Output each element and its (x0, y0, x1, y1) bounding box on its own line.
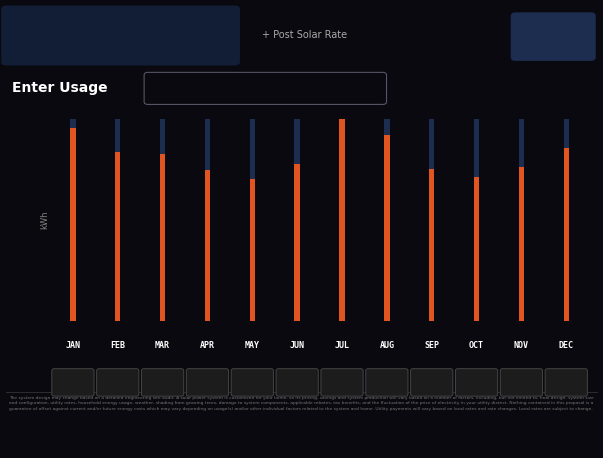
Text: Up to 12 months of energy (kWh): Up to 12 months of energy (kWh) (193, 84, 333, 93)
Text: 422: 422 (289, 378, 305, 387)
Text: 517: 517 (65, 378, 80, 387)
Text: APR: APR (200, 341, 215, 350)
Bar (339, 119, 345, 321)
Bar (429, 169, 434, 321)
Text: SEP: SEP (425, 341, 439, 350)
Text: 498: 498 (379, 378, 394, 387)
Text: kWh: kWh (40, 211, 49, 229)
Text: 380: 380 (245, 378, 260, 387)
Text: 542: 542 (333, 377, 351, 387)
Text: JUL: JUL (335, 341, 350, 350)
Bar (294, 119, 300, 321)
Text: 449: 449 (155, 378, 170, 387)
Text: 464: 464 (559, 378, 574, 387)
Bar (564, 119, 569, 321)
Text: v: v (370, 84, 375, 93)
Bar (519, 167, 524, 321)
Bar (250, 119, 255, 321)
Text: Enter Usage: Enter Usage (12, 81, 108, 95)
Bar (564, 148, 569, 321)
Text: 407: 407 (425, 378, 439, 387)
Text: JUN: JUN (289, 341, 305, 350)
Bar (205, 169, 210, 321)
Text: OCT: OCT (469, 341, 484, 350)
Bar (70, 128, 75, 321)
Bar (429, 119, 434, 321)
Text: Done: Done (537, 32, 569, 42)
Text: 413: 413 (514, 378, 529, 387)
Bar (474, 177, 479, 321)
Bar (384, 136, 390, 321)
Bar (250, 180, 255, 321)
Bar (115, 152, 121, 321)
Bar (384, 119, 390, 321)
Text: EL1 Residential and Religious Zone J: EL1 Residential and Religious Zone J (18, 33, 233, 43)
Text: MAY: MAY (245, 341, 260, 350)
Text: JAN: JAN (65, 341, 80, 350)
Text: 406: 406 (200, 378, 215, 387)
Text: DEC: DEC (559, 341, 574, 350)
Text: 387: 387 (469, 378, 484, 387)
Text: 454: 454 (110, 378, 125, 387)
Bar (115, 119, 121, 321)
Text: MAR: MAR (155, 341, 170, 350)
Text: UTILITY RATE: UTILITY RATE (18, 16, 69, 22)
Text: The system design may change based on a detailed engineering site audit. A solar: The system design may change based on a … (9, 396, 594, 410)
Bar (70, 119, 75, 321)
Text: NOV: NOV (514, 341, 529, 350)
Bar (294, 164, 300, 321)
Bar (160, 153, 165, 321)
Bar (474, 119, 479, 321)
Bar (205, 119, 210, 321)
Text: AUG: AUG (379, 341, 394, 350)
Text: + Post Solar Rate: + Post Solar Rate (262, 30, 347, 40)
Bar (160, 119, 165, 321)
Bar (519, 119, 524, 321)
Bar (339, 119, 345, 321)
Text: FEB: FEB (110, 341, 125, 350)
